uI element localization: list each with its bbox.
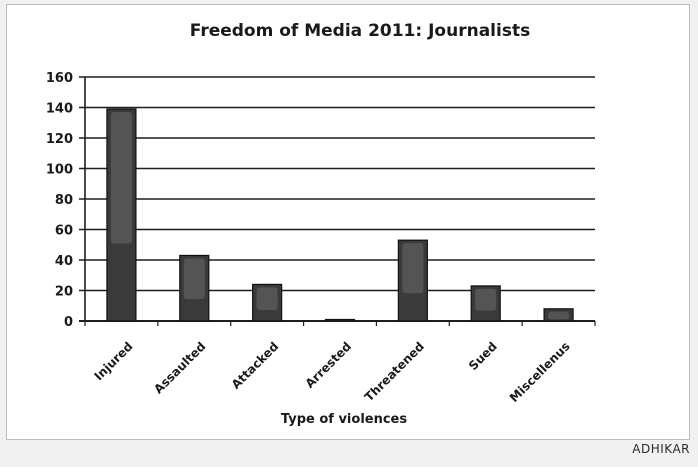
- chart-frame: Freedom of Media 2011: Journalists 0 20 40…: [6, 4, 690, 440]
- y-tick-label: 120: [46, 132, 73, 147]
- x-tick-label: Miscellenus: [507, 339, 573, 405]
- y-tick-label: 20: [55, 285, 73, 300]
- bar-miscellenus: [543, 308, 574, 322]
- bar-threatened: [397, 239, 428, 322]
- y-axis-ticks: 0 20 40 60 80 100 120 140 160: [46, 71, 73, 330]
- bar-arrested: [324, 318, 356, 322]
- bar-injured: [106, 108, 137, 322]
- x-axis-label: Type of violences: [281, 412, 407, 427]
- x-tick-label: Assaulted: [151, 339, 208, 396]
- y-tick-label: 100: [46, 163, 73, 178]
- bar-highlight: [475, 288, 497, 311]
- bar-highlight: [402, 243, 424, 294]
- x-tick-label: Attacked: [229, 339, 282, 392]
- bars: [106, 108, 574, 322]
- x-tick-label: Arrested: [303, 339, 355, 391]
- x-tick-label: Sued: [466, 339, 500, 373]
- bar-sued: [470, 285, 501, 322]
- y-tick-label: 0: [64, 315, 73, 330]
- bar-highlight: [110, 112, 132, 244]
- bar-highlight: [548, 311, 570, 320]
- x-tick-label: Injured: [91, 339, 135, 383]
- bar-highlight: [183, 258, 205, 300]
- y-tick-label: 160: [46, 71, 73, 86]
- y-tick-label: 140: [46, 102, 73, 117]
- chart-title: Freedom of Media 2011: Journalists: [190, 21, 530, 41]
- source-credit: ADHIKAR: [632, 442, 690, 456]
- x-axis-ticks: Injured Assaulted Attacked Arrested Threaten…: [84, 321, 596, 405]
- bar-highlight: [256, 287, 278, 311]
- grid-lines: [79, 76, 595, 322]
- y-tick-label: 40: [55, 254, 73, 269]
- x-tick-label: Threatened: [362, 339, 427, 404]
- bar-chart: Freedom of Media 2011: Journalists 0 20 40…: [46, 21, 596, 427]
- bar: [324, 318, 356, 322]
- bar-assaulted: [179, 254, 210, 322]
- y-tick-label: 60: [55, 224, 73, 239]
- bar-attacked: [252, 283, 283, 322]
- y-tick-label: 80: [55, 193, 73, 208]
